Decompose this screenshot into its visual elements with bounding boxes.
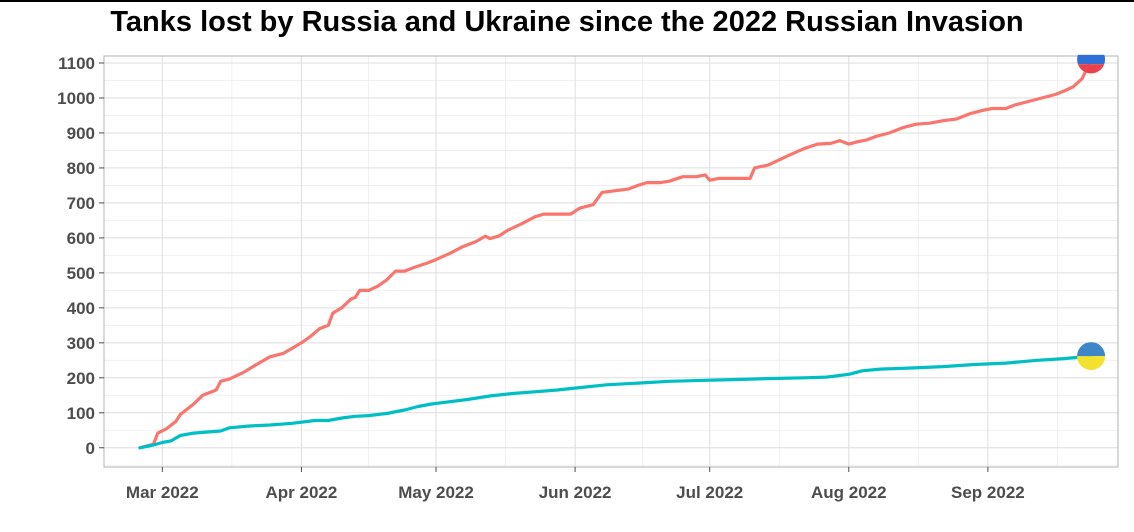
flag-markers — [1077, 45, 1106, 371]
y-tick-label: 1100 — [58, 54, 95, 73]
y-axis: 0 100 200 300 400 500 600 700 800 900 1000 1100 — [57, 54, 104, 458]
series-lines — [138, 57, 1093, 450]
x-tick-label: Apr 2022 — [266, 483, 338, 502]
x-tick-label: Sep 2022 — [951, 483, 1025, 502]
y-tick-label: 500 — [67, 264, 95, 283]
y-tick-label: 900 — [67, 124, 95, 143]
x-tick-label: Jun 2022 — [539, 483, 612, 502]
y-tick-label: 1000 — [57, 89, 95, 108]
series-line-ukraine — [138, 354, 1093, 450]
x-tick-label: Aug 2022 — [811, 483, 887, 502]
x-tick-label: Jul 2022 — [676, 483, 743, 502]
y-tick-label: 100 — [67, 404, 95, 423]
y-tick-label: 400 — [67, 299, 95, 318]
russia-flag-icon — [1077, 45, 1106, 74]
y-tick-label: 300 — [67, 334, 95, 353]
y-tick-label: 200 — [67, 369, 95, 388]
ukraine-flag-icon — [1077, 342, 1106, 371]
y-tick-label: 800 — [67, 159, 95, 178]
x-tick-label: Mar 2022 — [126, 483, 199, 502]
top-border-line — [0, 0, 1134, 2]
plot-panel-border — [103, 55, 1119, 468]
chart-title: Tanks lost by Russia and Ukraine since t… — [110, 6, 1024, 38]
series-line-russia — [138, 57, 1093, 450]
x-tick-label: May 2022 — [398, 483, 474, 502]
y-tick-label: 700 — [67, 194, 95, 213]
x-axis: Mar 2022 Apr 2022 May 2022 Jun 2022 Jul 2022… — [126, 467, 1025, 502]
y-tick-label: 600 — [67, 229, 95, 248]
grid-lines — [104, 56, 1118, 467]
y-tick-label: 0 — [86, 439, 95, 458]
